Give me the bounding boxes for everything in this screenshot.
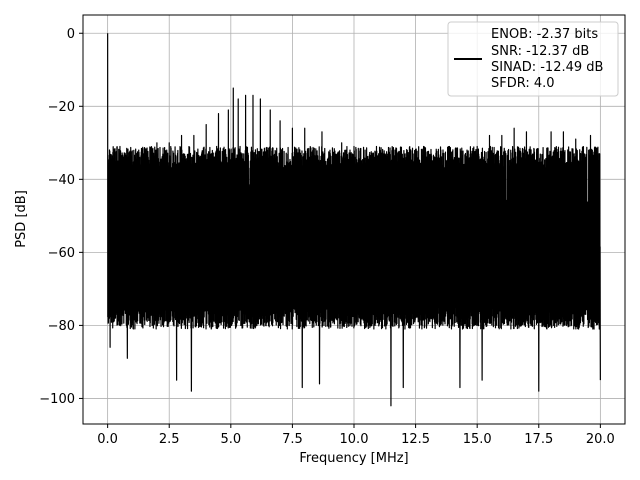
x-tick-label: 12.5 [401, 432, 430, 447]
y-axis-label: PSD [dB] [14, 190, 29, 248]
x-tick-label: 20.0 [586, 432, 615, 447]
legend-entry-enob: ENOB: -2.37 bits [491, 27, 598, 42]
y-tick-label: −60 [48, 246, 75, 261]
legend-entry-sfdr: SFDR: 4.0 [491, 76, 555, 91]
legend: ENOB: -2.37 bits SNR: -12.37 dB SINAD: -… [447, 21, 619, 97]
y-axis: 0 −20 −40 −60 −80 −100 [39, 27, 83, 407]
x-axis-label: Frequency [MHz] [299, 451, 408, 466]
y-tick-label: −80 [48, 319, 75, 334]
legend-box [447, 21, 619, 97]
y-tick-label: −20 [48, 100, 75, 115]
y-tick-label: −40 [48, 173, 75, 188]
x-axis: 0.0 2.5 5.0 7.5 10.0 12.5 15.0 17.5 20.0 [97, 424, 615, 447]
y-tick-label: −100 [39, 392, 75, 407]
legend-entry-sinad: SINAD: -12.49 dB [491, 60, 603, 75]
x-tick-label: 2.5 [159, 432, 180, 447]
x-tick-label: 15.0 [463, 432, 492, 447]
legend-entry-snr: SNR: -12.37 dB [491, 44, 589, 59]
x-tick-label: 7.5 [282, 432, 303, 447]
x-tick-label: 5.0 [220, 432, 241, 447]
x-tick-label: 17.5 [524, 432, 553, 447]
psd-line [107, 33, 601, 407]
y-tick-label: 0 [67, 27, 75, 42]
x-tick-label: 0.0 [97, 432, 118, 447]
x-tick-label: 10.0 [340, 432, 369, 447]
psd-series [107, 33, 601, 407]
